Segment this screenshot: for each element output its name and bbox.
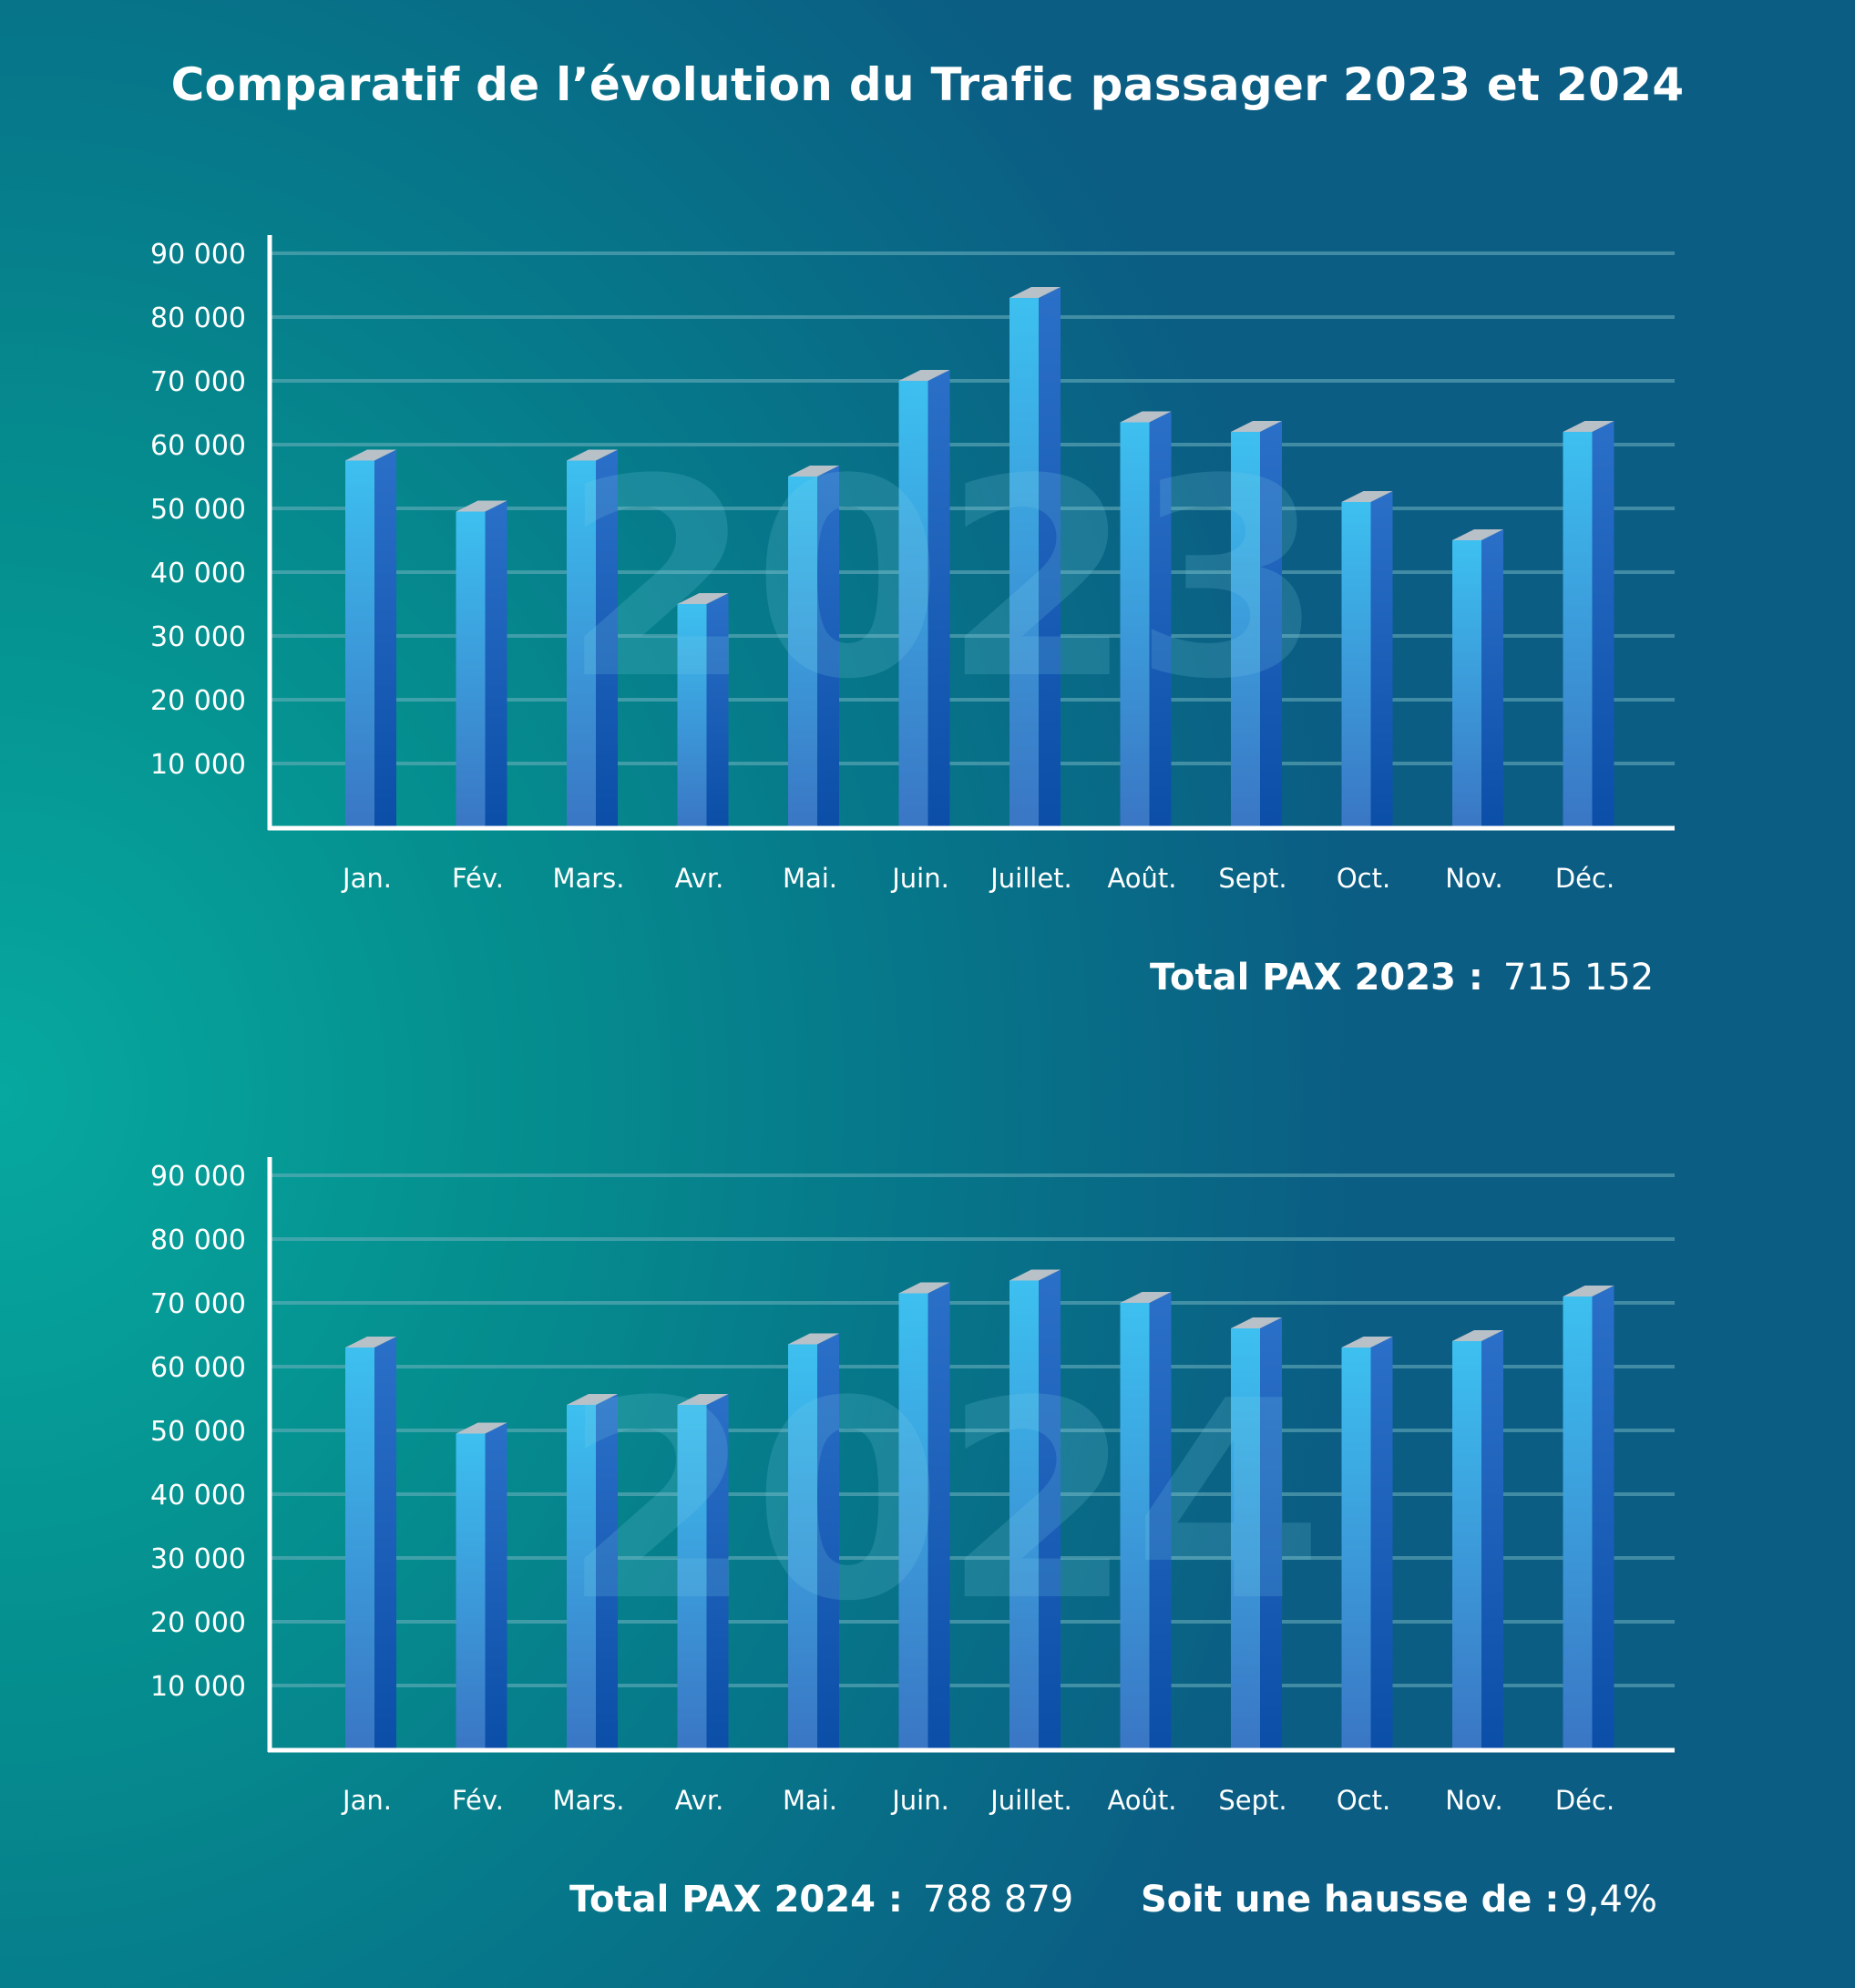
- bar: [1231, 1317, 1282, 1749]
- bar: [898, 370, 950, 827]
- x-tick-label: Déc.: [1555, 863, 1614, 894]
- y-tick-label: 70 000: [150, 366, 246, 398]
- x-tick-label: Mars.: [552, 1785, 624, 1816]
- bar: [345, 449, 396, 827]
- y-tick-label: 40 000: [150, 558, 246, 589]
- x-tick-label: Sept.: [1218, 863, 1286, 894]
- y-tick-label: 20 000: [150, 1607, 246, 1639]
- bar: [567, 449, 618, 827]
- year-watermark: 2024: [563, 1343, 1324, 1661]
- bar: [1452, 529, 1503, 827]
- x-tick-label: Juillet.: [989, 863, 1072, 894]
- x-tick-label: Août.: [1107, 863, 1176, 894]
- x-tick-label: Déc.: [1555, 1785, 1614, 1816]
- bar: [1120, 1292, 1172, 1749]
- y-tick-label: 50 000: [150, 494, 246, 526]
- chart-2023: 10 000 20 000 30 000 40 000 50 000 60 000 70 0…: [150, 235, 1675, 894]
- bar: [1563, 1286, 1614, 1749]
- y-tick-label: 40 000: [150, 1480, 246, 1511]
- total-2024-label: Total PAX 2024 :: [569, 1879, 903, 1921]
- bar: [456, 1422, 507, 1749]
- y-tick-label: 70 000: [150, 1288, 246, 1320]
- year-watermark: 2023: [563, 421, 1324, 739]
- y-tick-label: 30 000: [150, 621, 246, 653]
- bar: [898, 1282, 950, 1749]
- y-tick-label: 30 000: [150, 1543, 246, 1575]
- x-tick-label: Avr.: [675, 1785, 724, 1816]
- bar: [1452, 1330, 1503, 1749]
- y-tick-label: 60 000: [150, 430, 246, 462]
- x-tick-label: Fév.: [452, 863, 504, 894]
- bar: [677, 593, 729, 827]
- bar: [1341, 491, 1393, 827]
- x-tick-label: Nov.: [1445, 863, 1503, 894]
- y-tick-label: 60 000: [150, 1352, 246, 1384]
- bar: [1009, 1269, 1061, 1749]
- bar: [1231, 421, 1282, 827]
- y-tick-label: 10 000: [150, 749, 246, 781]
- total-2024: Total PAX 2024 : 788 879: [569, 1879, 1073, 1921]
- x-tick-label: Août.: [1107, 1785, 1176, 1816]
- total-2023: Total PAX 2023 : 715 152: [1150, 957, 1654, 999]
- increase-value: 9,4%: [1564, 1879, 1657, 1921]
- x-tick-label: Juin.: [890, 863, 949, 894]
- y-tick-label: 90 000: [150, 1161, 246, 1193]
- chart-2024: 10 000 20 000 30 000 40 000 50 000 60 000 70 0…: [150, 1157, 1675, 1816]
- bar: [1120, 411, 1172, 827]
- bar: [1563, 421, 1614, 827]
- x-tick-label: Mai.: [783, 1785, 837, 1816]
- total-2023-value: 715 152: [1502, 957, 1655, 999]
- increase: Soit une hausse de :9,4%: [1141, 1879, 1657, 1921]
- bar: [345, 1337, 396, 1749]
- total-2023-label: Total PAX 2023 :: [1150, 957, 1483, 999]
- x-tick-label: Juillet.: [989, 1785, 1072, 1816]
- bar: [788, 1333, 839, 1749]
- x-tick-label: Oct.: [1337, 863, 1390, 894]
- x-tick-label: Jan.: [341, 863, 392, 894]
- bar: [788, 466, 839, 827]
- x-tick-label: Sept.: [1218, 1785, 1286, 1816]
- y-tick-label: 90 000: [150, 239, 246, 271]
- total-2024-value: 788 879: [922, 1879, 1074, 1921]
- x-tick-label: Jan.: [341, 1785, 392, 1816]
- x-tick-label: Avr.: [675, 863, 724, 894]
- bar: [677, 1394, 729, 1749]
- y-tick-label: 80 000: [150, 302, 246, 334]
- y-tick-label: 20 000: [150, 685, 246, 717]
- x-tick-label: Fév.: [452, 1785, 504, 1816]
- x-tick-label: Nov.: [1445, 1785, 1503, 1816]
- x-tick-label: Mars.: [552, 863, 624, 894]
- x-tick-label: Juin.: [890, 1785, 949, 1816]
- bar: [567, 1394, 618, 1749]
- bar: [1341, 1337, 1393, 1749]
- bar: [1009, 287, 1061, 827]
- x-tick-label: Mai.: [783, 863, 837, 894]
- bar: [456, 500, 507, 827]
- increase-label: Soit une hausse de :: [1141, 1879, 1560, 1921]
- y-tick-label: 80 000: [150, 1225, 246, 1256]
- y-tick-label: 10 000: [150, 1671, 246, 1703]
- x-tick-label: Oct.: [1337, 1785, 1390, 1816]
- y-tick-label: 50 000: [150, 1416, 246, 1448]
- page-title: Comparatif de l’évolution du Trafic pass…: [170, 58, 1685, 111]
